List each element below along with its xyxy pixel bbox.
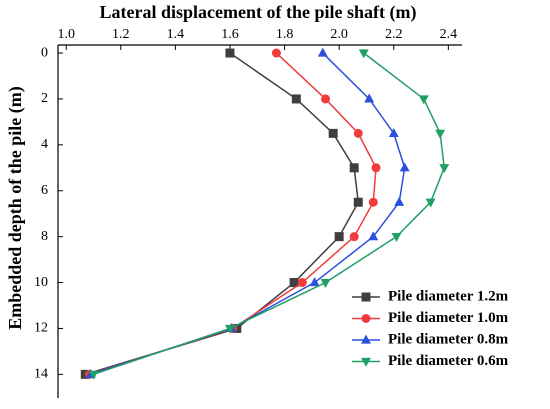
x-tick-label: 1.2 bbox=[112, 27, 130, 42]
y-tick-label: 2 bbox=[41, 91, 48, 106]
x-tick-label: 2.2 bbox=[385, 27, 403, 42]
y-tick-label: 6 bbox=[41, 183, 48, 198]
marker bbox=[349, 232, 359, 242]
marker bbox=[425, 198, 436, 208]
marker bbox=[435, 129, 446, 139]
marker bbox=[368, 197, 378, 207]
marker bbox=[297, 278, 307, 288]
y-tick-label: 0 bbox=[41, 45, 48, 60]
marker bbox=[291, 94, 301, 104]
marker bbox=[289, 278, 299, 288]
marker bbox=[391, 233, 402, 243]
y-tick-label: 14 bbox=[34, 367, 48, 382]
marker bbox=[361, 292, 371, 302]
x-tick-label: 1.6 bbox=[221, 27, 239, 42]
legend-label: Pile diameter 0.6m bbox=[388, 353, 509, 369]
marker bbox=[225, 324, 235, 334]
marker bbox=[394, 196, 405, 206]
chart-title: Lateral displacement of the pile shaft (… bbox=[100, 2, 417, 23]
marker bbox=[320, 278, 331, 288]
x-tick-label: 1.4 bbox=[167, 27, 185, 42]
marker bbox=[399, 162, 410, 172]
marker bbox=[388, 127, 399, 137]
marker bbox=[418, 95, 429, 105]
marker bbox=[225, 48, 235, 58]
x-tick-label: 2.0 bbox=[330, 27, 348, 42]
marker bbox=[361, 334, 371, 344]
marker bbox=[349, 163, 359, 173]
y-tick-label: 12 bbox=[34, 321, 48, 336]
x-tick-label: 1.0 bbox=[57, 27, 75, 42]
marker bbox=[368, 231, 379, 241]
legend-label: Pile diameter 1.0m bbox=[388, 310, 509, 326]
y-tick-label: 10 bbox=[34, 275, 48, 290]
marker bbox=[334, 232, 344, 242]
x-tick-label: 2.4 bbox=[440, 27, 458, 42]
marker bbox=[88, 370, 99, 380]
marker bbox=[358, 49, 369, 59]
marker bbox=[439, 164, 450, 174]
legend-label: Pile diameter 0.8m bbox=[388, 331, 509, 347]
marker bbox=[353, 128, 363, 138]
marker bbox=[317, 47, 328, 57]
marker bbox=[371, 163, 381, 173]
marker bbox=[361, 314, 371, 323]
legend-label: Pile diameter 1.2m bbox=[388, 288, 509, 304]
y-axis-label: Embedded depth of the pile (m) bbox=[5, 86, 26, 330]
marker bbox=[353, 197, 363, 207]
x-tick-label: 1.8 bbox=[276, 27, 294, 42]
marker bbox=[328, 128, 338, 138]
y-tick-label: 4 bbox=[41, 137, 48, 152]
marker bbox=[321, 94, 331, 104]
y-tick-label: 8 bbox=[41, 229, 48, 244]
marker bbox=[309, 277, 320, 287]
marker bbox=[364, 93, 375, 103]
marker bbox=[271, 48, 281, 58]
marker bbox=[361, 357, 371, 367]
